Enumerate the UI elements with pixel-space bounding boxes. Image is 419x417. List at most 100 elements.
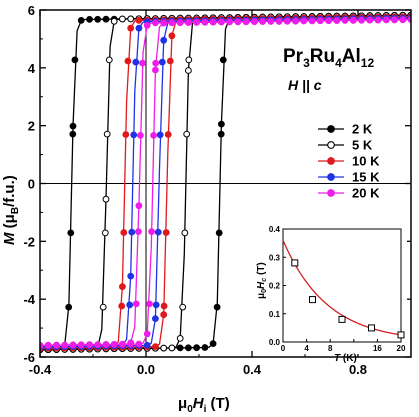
data-point [105, 56, 113, 64]
data-point [391, 16, 398, 24]
inset-y-tick-label: 0.2 [269, 282, 281, 291]
data-point [143, 341, 151, 349]
legend-label: 20 K [352, 186, 380, 201]
data-point [325, 17, 333, 25]
data-point [102, 15, 110, 23]
y-tick-label: -6 [23, 350, 35, 365]
data-point [156, 131, 164, 139]
inset-x-tick-label: 8 [328, 344, 333, 353]
legend-entry: 20 K [318, 186, 380, 201]
data-point [119, 283, 126, 291]
data-point [168, 19, 176, 27]
inset-y-axis-label: μ0Hc (T) [256, 262, 268, 299]
data-point [94, 15, 102, 23]
data-point [132, 300, 140, 308]
data-point [160, 302, 168, 310]
data-point [300, 17, 308, 25]
data-point [176, 344, 184, 352]
data-point [61, 341, 69, 349]
data-point [160, 19, 168, 27]
data-point [374, 16, 382, 24]
inset-x-tick-label: 0 [281, 344, 286, 353]
data-point [341, 17, 349, 24]
legend-label: 2 K [352, 122, 373, 137]
data-point [124, 57, 132, 65]
data-point [139, 59, 146, 67]
inset-data-point [309, 296, 316, 304]
data-point [152, 343, 159, 351]
data-point [160, 311, 168, 319]
data-point [102, 341, 110, 348]
data-point [181, 229, 189, 237]
inset-x-tick-label: 16 [373, 344, 382, 353]
data-point [110, 341, 118, 348]
data-point [127, 15, 135, 23]
data-point [102, 195, 110, 203]
data-point [143, 330, 151, 338]
data-point [193, 18, 201, 26]
data-point [217, 130, 225, 138]
data-point [128, 228, 136, 236]
data-point [152, 66, 159, 74]
data-point [146, 300, 153, 308]
data-point [160, 36, 168, 44]
legend-entry: 15 K [318, 170, 380, 185]
data-point [150, 132, 158, 139]
data-point [162, 229, 170, 236]
legend-label: 15 K [352, 170, 380, 185]
data-point [201, 18, 209, 26]
data-point [242, 18, 250, 26]
y-tick-label: -2 [23, 234, 35, 249]
data-point [148, 228, 156, 236]
legend-entry: 5 K [318, 138, 373, 153]
data-point [103, 130, 111, 138]
data-point [218, 18, 225, 26]
loop-branch-down [40, 14, 411, 351]
inset-fit-curve [282, 240, 402, 336]
x-tick-label: 0.0 [137, 362, 155, 377]
legend: 2 K5 K10 K15 K20 K [318, 122, 380, 201]
data-point [333, 17, 341, 24]
data-point [154, 228, 162, 236]
legend-label: 10 K [352, 154, 380, 169]
data-point [185, 344, 192, 352]
y-tick-label: -4 [23, 292, 35, 307]
data-point [166, 57, 174, 65]
data-point [152, 301, 160, 309]
data-point [130, 131, 138, 139]
legend-entry: 10 K [318, 154, 380, 169]
y-tick-label: 6 [28, 3, 35, 18]
data-point [275, 17, 283, 25]
data-point [132, 58, 140, 66]
x-tick-label: 0.4 [243, 362, 262, 377]
data-point [185, 67, 192, 74]
loop-branch-down [40, 18, 411, 347]
data-point [185, 19, 192, 26]
data-point [119, 340, 126, 348]
data-point [143, 22, 151, 29]
inset-y-tick-label: 0.1 [269, 310, 281, 319]
data-point [69, 341, 77, 349]
data-point [137, 132, 144, 139]
data-point [69, 122, 77, 130]
data-point [382, 16, 390, 24]
loop-branch-down [40, 17, 411, 348]
data-point [135, 24, 143, 32]
data-point [226, 18, 234, 26]
inset-x-tick-label: 4 [304, 344, 309, 353]
inset-frame [282, 228, 402, 343]
x-tick-label: -0.4 [29, 362, 52, 377]
data-point [193, 344, 201, 352]
data-point [160, 344, 168, 352]
data-point [158, 58, 166, 66]
data-point [127, 339, 135, 347]
data-point [135, 202, 143, 210]
data-point [152, 59, 160, 67]
data-point [119, 15, 126, 23]
data-point [292, 17, 300, 25]
data-point [213, 303, 221, 311]
data-point [185, 56, 193, 64]
data-point [71, 56, 79, 64]
data-point [209, 18, 217, 26]
